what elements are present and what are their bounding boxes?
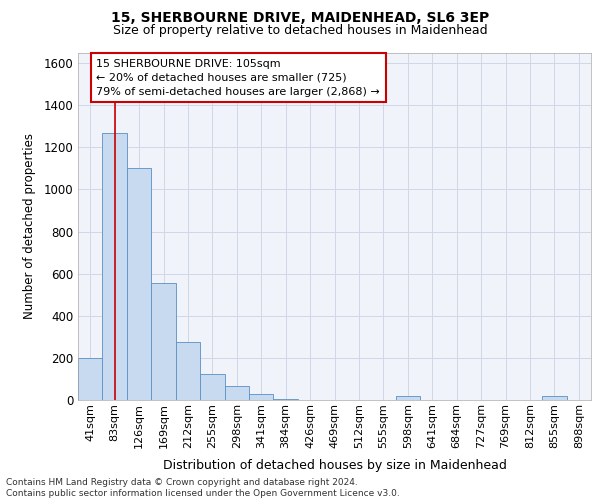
- Text: Size of property relative to detached houses in Maidenhead: Size of property relative to detached ho…: [113, 24, 487, 37]
- Bar: [103, 132, 127, 400]
- Bar: [224, 386, 249, 400]
- Bar: [127, 168, 151, 400]
- X-axis label: Distribution of detached houses by size in Maidenhead: Distribution of detached houses by size …: [163, 459, 506, 472]
- Bar: [200, 374, 224, 400]
- Y-axis label: Number of detached properties: Number of detached properties: [23, 133, 37, 320]
- Text: 15, SHERBOURNE DRIVE, MAIDENHEAD, SL6 3EP: 15, SHERBOURNE DRIVE, MAIDENHEAD, SL6 3E…: [111, 11, 489, 25]
- Bar: [274, 399, 298, 400]
- Text: Contains HM Land Registry data © Crown copyright and database right 2024.
Contai: Contains HM Land Registry data © Crown c…: [6, 478, 400, 498]
- Bar: [151, 283, 176, 400]
- Bar: [395, 396, 420, 400]
- Text: 15 SHERBOURNE DRIVE: 105sqm
← 20% of detached houses are smaller (725)
79% of se: 15 SHERBOURNE DRIVE: 105sqm ← 20% of det…: [97, 59, 380, 97]
- Bar: [249, 394, 274, 400]
- Bar: [78, 358, 103, 400]
- Bar: [176, 342, 200, 400]
- Bar: [542, 396, 566, 400]
